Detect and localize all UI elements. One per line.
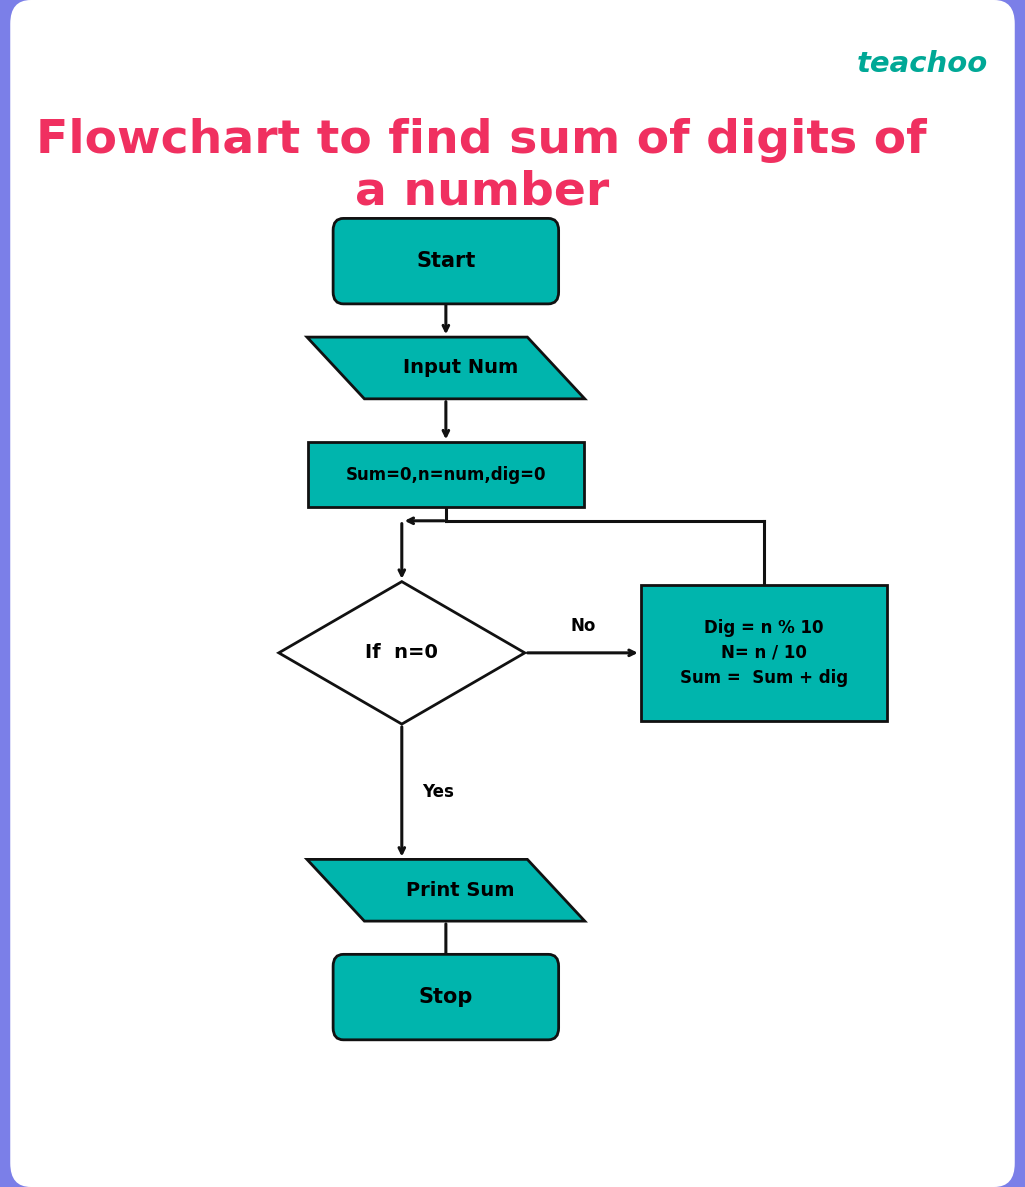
Text: Sum=0,n=num,dig=0: Sum=0,n=num,dig=0 (345, 465, 546, 484)
Bar (641, 584, 887, 721)
Text: Flowchart to find sum of digits of: Flowchart to find sum of digits of (37, 118, 927, 163)
Bar (308, 442, 584, 508)
Text: If  n=0: If n=0 (365, 643, 439, 662)
Polygon shape (279, 582, 525, 724)
Text: teachoo: teachoo (857, 50, 988, 78)
Text: Stop: Stop (418, 988, 474, 1007)
Text: Input Num: Input Num (403, 358, 518, 377)
Text: No: No (570, 617, 596, 635)
Polygon shape (308, 859, 584, 921)
Text: a number: a number (355, 170, 609, 215)
FancyBboxPatch shape (10, 0, 1015, 1187)
Text: Yes: Yes (422, 782, 454, 801)
Polygon shape (308, 337, 584, 399)
FancyBboxPatch shape (333, 954, 559, 1040)
Text: Print Sum: Print Sum (406, 881, 515, 900)
FancyBboxPatch shape (333, 218, 559, 304)
Text: Dig = n % 10
N= n / 10
Sum =  Sum + dig: Dig = n % 10 N= n / 10 Sum = Sum + dig (680, 618, 848, 687)
Text: Start: Start (416, 252, 476, 271)
